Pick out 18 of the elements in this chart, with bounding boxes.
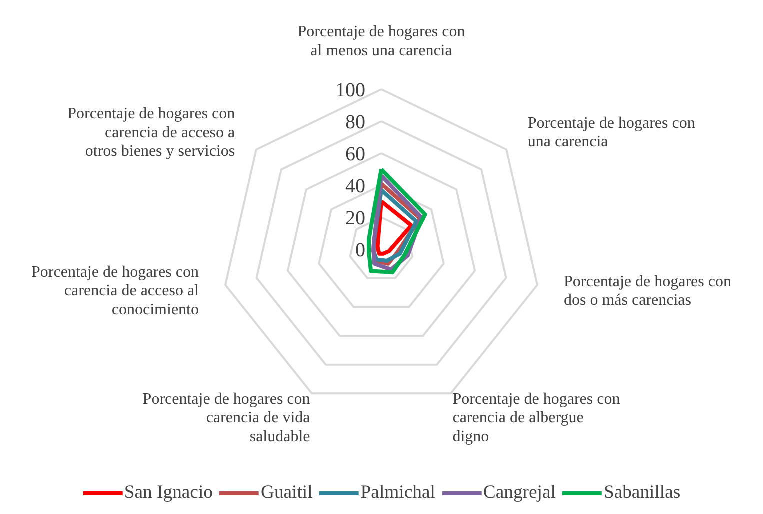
legend-label: Cangrejal <box>483 482 556 504</box>
spoke-label: Porcentaje de hogares con al menos una carencia <box>298 24 466 60</box>
y-tick-label: 40 <box>346 176 366 198</box>
y-tick-label: 0 <box>356 240 366 262</box>
spoke-label: Porcentaje de hogares con carencia de vida saludable <box>142 390 310 446</box>
spoke-label: Porcentaje de hogares con carencia de acceso a otros bienes y servicios <box>68 106 236 160</box>
legend-label: San Ignacio <box>124 482 213 504</box>
legend-label: Sabanillas <box>604 482 681 504</box>
spoke-label: Porcentaje de hogares con carencia de acceso al conocimiento <box>32 264 200 318</box>
y-tick-label: 100 <box>336 80 366 102</box>
spoke-label: Porcentaje de hogares con una carencia <box>528 114 696 151</box>
y-tick-label: 20 <box>346 208 366 230</box>
legend-label: Guaitil <box>260 482 313 504</box>
spoke-label: Porcentaje de hogares con carencia de albergue digno <box>452 390 620 446</box>
y-tick-label: 60 <box>346 144 366 166</box>
y-tick-label: 80 <box>346 112 366 134</box>
legend-label: Palmichal <box>360 482 436 504</box>
spoke-label: Porcentaje de hogares con dos o más carencias <box>564 273 732 310</box>
